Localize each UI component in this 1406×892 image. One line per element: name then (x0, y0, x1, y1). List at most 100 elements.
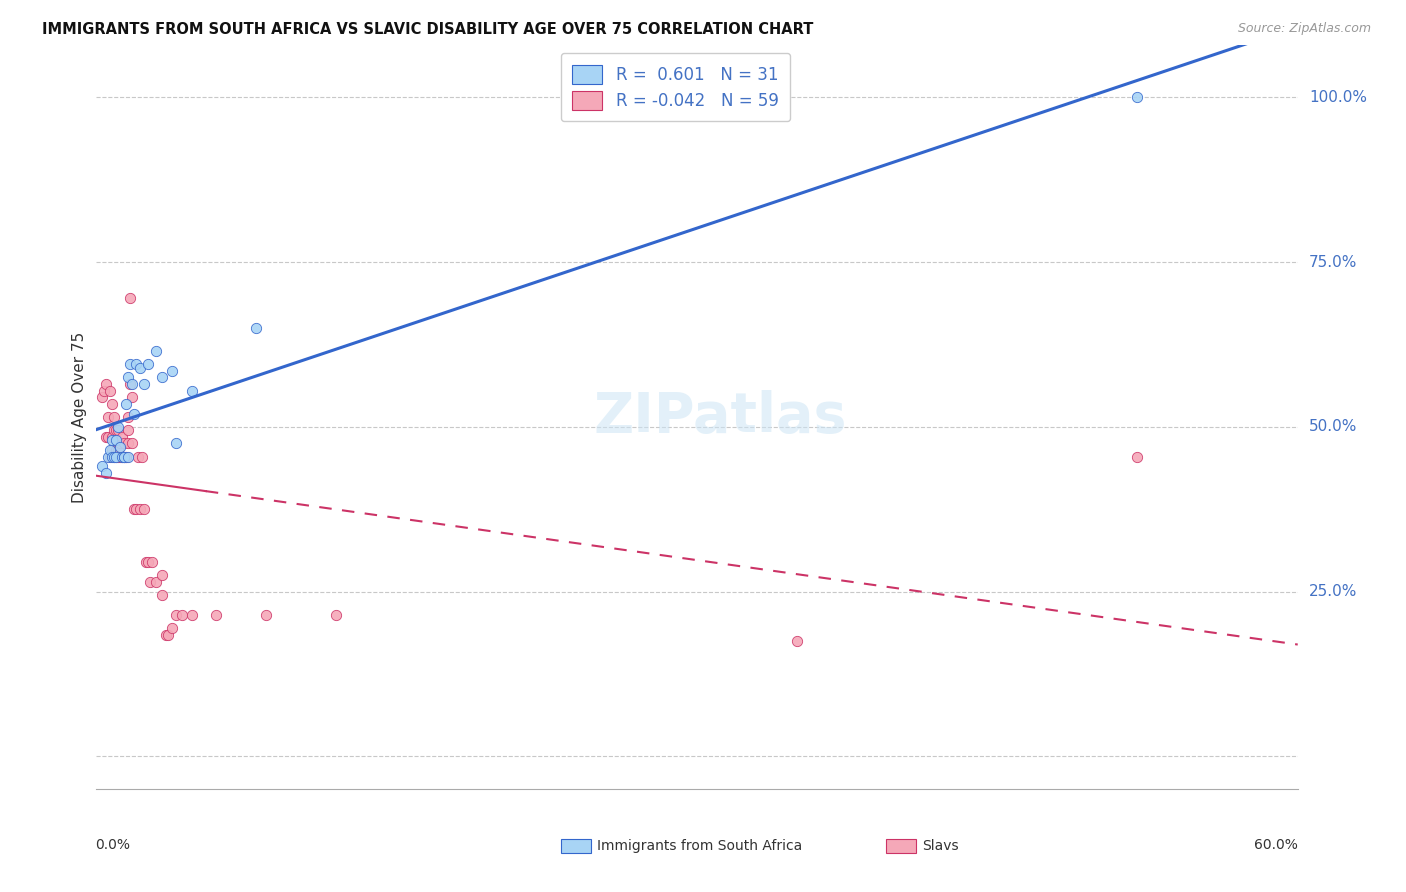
Point (107, 442, 129, 457)
Point (128, 360, 150, 375)
Point (104, 433, 127, 447)
Legend: R =  0.601   N = 31, R = -0.042   N = 59: R = 0.601 N = 31, R = -0.042 N = 59 (561, 53, 790, 121)
Point (98, 450, 121, 464)
Point (112, 450, 135, 464)
Text: ZIPatlas: ZIPatlas (593, 390, 848, 444)
Point (132, 377, 155, 392)
Point (104, 450, 127, 464)
Point (136, 357, 159, 371)
Text: 100.0%: 100.0% (1309, 90, 1367, 105)
Point (121, 436, 143, 450)
Point (114, 397, 136, 411)
Point (160, 364, 183, 378)
Point (141, 555, 163, 569)
Point (117, 450, 139, 464)
Point (97, 450, 120, 464)
Point (112, 450, 135, 464)
Point (98, 384, 121, 398)
Point (136, 555, 159, 569)
Point (100, 430, 122, 444)
Point (118, 357, 141, 371)
Point (121, 390, 143, 404)
Point (107, 420, 129, 434)
Point (145, 574, 167, 589)
Point (122, 407, 145, 421)
Point (132, 502, 155, 516)
Y-axis label: Disability Age Over 75: Disability Age Over 75 (72, 332, 87, 502)
Text: 50.0%: 50.0% (1309, 419, 1357, 434)
Point (108, 450, 131, 464)
Point (100, 397, 122, 411)
Text: Source: ZipAtlas.com: Source: ZipAtlas.com (1237, 22, 1371, 36)
Point (111, 450, 134, 464)
Point (104, 423, 127, 437)
Point (205, 607, 228, 622)
Point (150, 568, 173, 582)
Point (128, 502, 150, 516)
Point (100, 450, 122, 464)
Point (103, 423, 125, 437)
Point (121, 377, 143, 392)
Point (90, 390, 112, 404)
Point (94, 466, 117, 480)
Text: 25.0%: 25.0% (1309, 584, 1357, 599)
Point (111, 450, 134, 464)
Point (1126, 90, 1149, 104)
Point (124, 502, 148, 516)
Point (97, 430, 120, 444)
Text: 0.0%: 0.0% (96, 838, 131, 852)
Point (170, 607, 193, 622)
Point (94, 430, 117, 444)
Point (112, 450, 135, 464)
Point (103, 450, 125, 464)
Point (254, 607, 277, 622)
Point (155, 627, 177, 641)
Point (1126, 450, 1149, 464)
Point (156, 627, 179, 641)
Point (131, 450, 153, 464)
Point (150, 370, 173, 384)
Point (122, 502, 145, 516)
Point (786, 634, 808, 648)
Text: 75.0%: 75.0% (1309, 254, 1357, 269)
Point (117, 370, 139, 384)
Point (165, 436, 187, 450)
Point (100, 433, 122, 447)
Point (245, 321, 267, 335)
Point (93, 384, 115, 398)
Point (118, 377, 141, 392)
Point (114, 450, 136, 464)
Bar (561, 839, 592, 853)
Point (180, 607, 202, 622)
Text: Immigrants from South Africa: Immigrants from South Africa (598, 839, 803, 853)
Point (100, 442, 122, 457)
Bar (886, 839, 917, 853)
Point (117, 423, 139, 437)
Text: 60.0%: 60.0% (1254, 838, 1298, 852)
Point (97, 410, 120, 425)
Point (112, 436, 135, 450)
Text: Slavs: Slavs (922, 839, 959, 853)
Point (111, 430, 134, 444)
Point (104, 450, 127, 464)
Point (90, 459, 112, 474)
Point (124, 357, 148, 371)
Point (108, 440, 131, 454)
Point (127, 450, 149, 464)
Point (107, 423, 129, 437)
Point (114, 450, 136, 464)
Point (104, 442, 127, 457)
Point (160, 621, 183, 635)
Point (103, 450, 125, 464)
Point (165, 607, 187, 622)
Point (94, 377, 117, 392)
Point (150, 588, 173, 602)
Point (138, 574, 160, 589)
Point (180, 384, 202, 398)
Point (108, 436, 131, 450)
Point (98, 442, 121, 457)
Point (325, 607, 347, 622)
Point (103, 410, 125, 425)
Point (118, 291, 141, 305)
Point (117, 436, 139, 450)
